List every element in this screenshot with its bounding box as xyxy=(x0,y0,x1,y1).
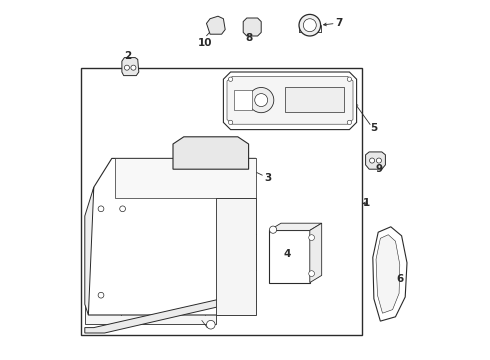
Circle shape xyxy=(248,87,274,113)
Circle shape xyxy=(309,235,315,240)
Text: 9: 9 xyxy=(375,164,383,174)
Polygon shape xyxy=(206,16,225,34)
Circle shape xyxy=(309,271,315,276)
Circle shape xyxy=(98,292,104,298)
Polygon shape xyxy=(366,152,386,169)
Text: 6: 6 xyxy=(396,274,403,284)
Polygon shape xyxy=(85,281,216,324)
Circle shape xyxy=(98,206,104,212)
Text: 7: 7 xyxy=(335,18,343,28)
Text: 5: 5 xyxy=(370,123,377,133)
Polygon shape xyxy=(173,137,248,169)
Polygon shape xyxy=(285,87,344,112)
Polygon shape xyxy=(310,223,321,283)
Circle shape xyxy=(131,65,136,70)
Polygon shape xyxy=(373,227,407,321)
Text: 3: 3 xyxy=(265,173,272,183)
Circle shape xyxy=(303,19,316,32)
Polygon shape xyxy=(85,293,245,333)
Circle shape xyxy=(347,120,351,125)
Text: 10: 10 xyxy=(197,38,212,48)
Text: 8: 8 xyxy=(245,33,252,43)
Circle shape xyxy=(347,77,351,81)
Circle shape xyxy=(369,158,374,163)
Polygon shape xyxy=(88,158,256,315)
Polygon shape xyxy=(376,235,400,313)
Bar xyxy=(81,68,362,335)
Text: 1: 1 xyxy=(363,198,370,208)
Polygon shape xyxy=(85,187,94,315)
Circle shape xyxy=(376,158,381,163)
Polygon shape xyxy=(223,72,357,130)
Polygon shape xyxy=(116,158,256,198)
Polygon shape xyxy=(216,198,256,315)
Circle shape xyxy=(299,14,320,36)
Circle shape xyxy=(228,77,233,81)
Circle shape xyxy=(124,65,129,70)
Circle shape xyxy=(270,226,277,233)
Polygon shape xyxy=(234,90,252,110)
Text: 4: 4 xyxy=(284,249,291,259)
Polygon shape xyxy=(227,76,353,124)
Circle shape xyxy=(206,320,215,329)
Circle shape xyxy=(120,206,125,212)
Circle shape xyxy=(228,120,233,125)
Text: 2: 2 xyxy=(124,51,132,61)
Polygon shape xyxy=(243,18,261,36)
Polygon shape xyxy=(269,223,321,230)
Polygon shape xyxy=(269,230,310,283)
Polygon shape xyxy=(122,58,139,76)
Circle shape xyxy=(255,94,268,107)
